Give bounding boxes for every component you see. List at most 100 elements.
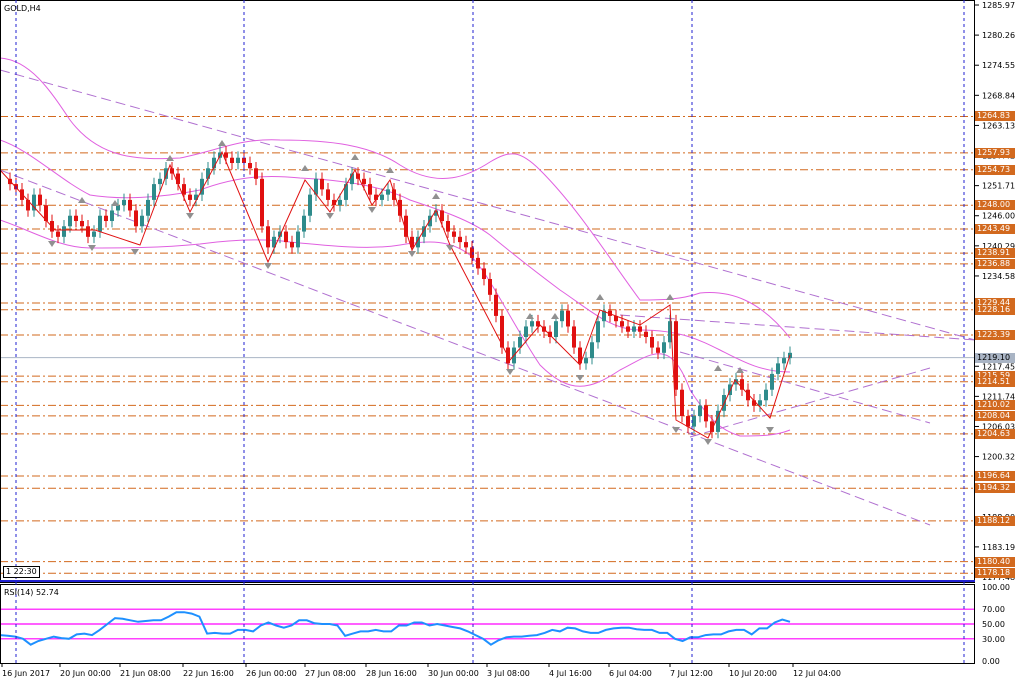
candle-body-106 bbox=[638, 326, 642, 332]
fractal-high-icon-6 bbox=[386, 167, 394, 173]
candle-body-52 bbox=[314, 178, 318, 195]
candle-body-5 bbox=[32, 194, 36, 211]
candle-body-123 bbox=[740, 379, 744, 390]
candle-body-70 bbox=[422, 226, 426, 237]
trend-line-3 bbox=[679, 351, 931, 424]
fractal-high-icon-1 bbox=[111, 200, 119, 206]
rsi-line bbox=[0, 611, 791, 646]
level-label-1: 1257.93 bbox=[975, 147, 1015, 158]
fractal-high-icon-10 bbox=[596, 294, 604, 300]
candle-body-49 bbox=[296, 231, 300, 248]
candle-body-112 bbox=[674, 321, 678, 390]
candle-body-18 bbox=[110, 210, 114, 222]
candle-body-33 bbox=[200, 178, 204, 195]
candle-body-20 bbox=[122, 199, 126, 206]
price-tick-2: 1274.55 bbox=[982, 61, 1015, 70]
candle-body-82 bbox=[494, 294, 498, 316]
candle-body-32 bbox=[194, 194, 198, 200]
candle-body-38 bbox=[230, 157, 234, 164]
candle-body-42 bbox=[254, 168, 258, 179]
candle-body-7 bbox=[44, 205, 48, 222]
candle-body-62 bbox=[374, 194, 378, 200]
fractal-high-icon-4 bbox=[301, 165, 309, 171]
candle-body-89 bbox=[536, 321, 540, 327]
price-tick-13: 1211.74 bbox=[982, 392, 1015, 401]
level-label-13: 1208.04 bbox=[975, 410, 1015, 421]
price-tick-1: 1280.26 bbox=[982, 31, 1015, 40]
candle-body-74 bbox=[446, 221, 450, 232]
fractal-high-icon-3 bbox=[218, 140, 226, 146]
candle-body-111 bbox=[668, 321, 672, 343]
candle-body-63 bbox=[380, 194, 384, 200]
time-label-11: 7 Jul 12:00 bbox=[670, 669, 713, 678]
level-label-4: 1243.49 bbox=[975, 223, 1015, 234]
price-tick-8: 1240.29 bbox=[982, 242, 1015, 251]
level-label-16: 1194.32 bbox=[975, 483, 1015, 494]
candle-body-21 bbox=[128, 199, 132, 211]
fractal-high-icon-0 bbox=[78, 197, 86, 203]
time-label-3: 22 Jun 16:00 bbox=[183, 669, 234, 678]
rsi-indicator-area[interactable] bbox=[0, 608, 975, 646]
candle-body-100 bbox=[602, 310, 606, 322]
candle-body-50 bbox=[302, 215, 306, 232]
candle-body-130 bbox=[782, 358, 786, 364]
price-chart-area[interactable] bbox=[0, 57, 976, 574]
trend-line-0 bbox=[0, 69, 976, 341]
fractal-low-icon-13 bbox=[766, 427, 774, 433]
candle-body-44 bbox=[266, 226, 270, 248]
candle-body-65 bbox=[392, 189, 396, 200]
candle-body-30 bbox=[182, 184, 186, 195]
level-label-2: 1254.73 bbox=[975, 164, 1015, 175]
rsi-tick-1: 70.00 bbox=[982, 605, 1005, 614]
fractal-high-icon-8 bbox=[526, 313, 534, 319]
candle-body-47 bbox=[284, 231, 288, 243]
candle-body-88 bbox=[530, 321, 534, 327]
candle-body-54 bbox=[326, 189, 330, 200]
candle-body-77 bbox=[464, 242, 468, 248]
time-label-6: 28 Jun 16:00 bbox=[366, 669, 417, 678]
candle-body-24 bbox=[146, 199, 150, 216]
level-label-19: 1178.18 bbox=[975, 568, 1015, 579]
candle-body-27 bbox=[164, 168, 168, 179]
candle-body-66 bbox=[398, 199, 402, 216]
candle-body-69 bbox=[416, 236, 420, 248]
time-box: 1 22:30 bbox=[3, 566, 40, 578]
price-tick-18: 1183.19 bbox=[982, 543, 1015, 552]
fractal-low-icon-0 bbox=[48, 241, 56, 247]
candle-body-58 bbox=[350, 173, 354, 185]
candle-body-119 bbox=[716, 410, 720, 432]
candle-body-26 bbox=[158, 178, 162, 185]
candle-body-9 bbox=[56, 231, 60, 237]
candle-body-41 bbox=[248, 163, 252, 169]
candle-body-127 bbox=[764, 389, 768, 401]
rsi-tick-4: 0.00 bbox=[982, 657, 1000, 666]
fractal-arrows bbox=[48, 140, 774, 445]
candle-body-126 bbox=[758, 400, 762, 406]
price-tick-4: 1263.13 bbox=[982, 121, 1015, 130]
time-label-13: 12 Jul 04:00 bbox=[793, 669, 841, 678]
candle-body-87 bbox=[524, 326, 528, 338]
time-label-12: 10 Jul 20:00 bbox=[729, 669, 777, 678]
level-label-11: 1214.51 bbox=[975, 376, 1015, 387]
level-label-9: 1223.39 bbox=[975, 329, 1015, 340]
current-price-label: 1219.10 bbox=[975, 352, 1015, 363]
fractal-high-icon-7 bbox=[432, 193, 440, 199]
candle-body-22 bbox=[134, 210, 138, 227]
fractal-low-icon-2 bbox=[131, 249, 139, 255]
candle-body-57 bbox=[344, 184, 348, 200]
level-label-8: 1228.16 bbox=[975, 304, 1015, 315]
candle-body-12 bbox=[74, 215, 78, 222]
candle-body-72 bbox=[434, 210, 438, 216]
candle-body-86 bbox=[518, 337, 522, 348]
candle-body-128 bbox=[770, 373, 774, 390]
level-label-15: 1196.64 bbox=[975, 470, 1015, 481]
fractal-low-icon-9 bbox=[506, 369, 514, 375]
fractal-low-icon-4 bbox=[264, 263, 272, 269]
candle-body-114 bbox=[686, 416, 690, 427]
candle-body-102 bbox=[614, 315, 618, 322]
candle-body-68 bbox=[410, 236, 414, 248]
candle-body-53 bbox=[320, 178, 324, 190]
fractal-low-icon-11 bbox=[672, 427, 680, 433]
